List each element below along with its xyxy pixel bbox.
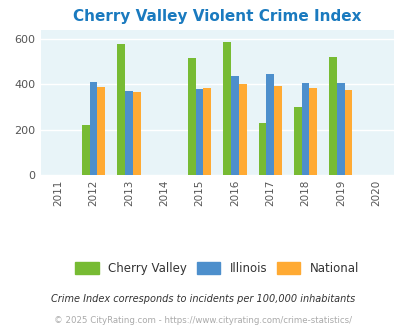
Text: Crime Index corresponds to incidents per 100,000 inhabitants: Crime Index corresponds to incidents per… — [51, 294, 354, 304]
Bar — [266, 74, 273, 175]
Bar — [203, 88, 211, 175]
Bar — [258, 123, 266, 175]
Bar — [132, 92, 140, 175]
Bar — [336, 83, 344, 175]
Bar — [293, 107, 301, 175]
Bar — [301, 83, 309, 175]
Bar — [188, 58, 195, 175]
Text: © 2025 CityRating.com - https://www.cityrating.com/crime-statistics/: © 2025 CityRating.com - https://www.city… — [54, 316, 351, 325]
Bar — [273, 85, 281, 175]
Title: Cherry Valley Violent Crime Index: Cherry Valley Violent Crime Index — [73, 9, 360, 24]
Bar — [195, 89, 203, 175]
Bar — [238, 84, 246, 175]
Bar — [97, 87, 105, 175]
Bar — [82, 125, 90, 175]
Bar — [117, 45, 125, 175]
Bar — [125, 90, 132, 175]
Bar — [223, 42, 230, 175]
Bar — [344, 89, 352, 175]
Legend: Cherry Valley, Illinois, National: Cherry Valley, Illinois, National — [69, 256, 364, 281]
Bar — [230, 76, 238, 175]
Bar — [90, 82, 97, 175]
Bar — [309, 88, 316, 175]
Bar — [328, 57, 336, 175]
